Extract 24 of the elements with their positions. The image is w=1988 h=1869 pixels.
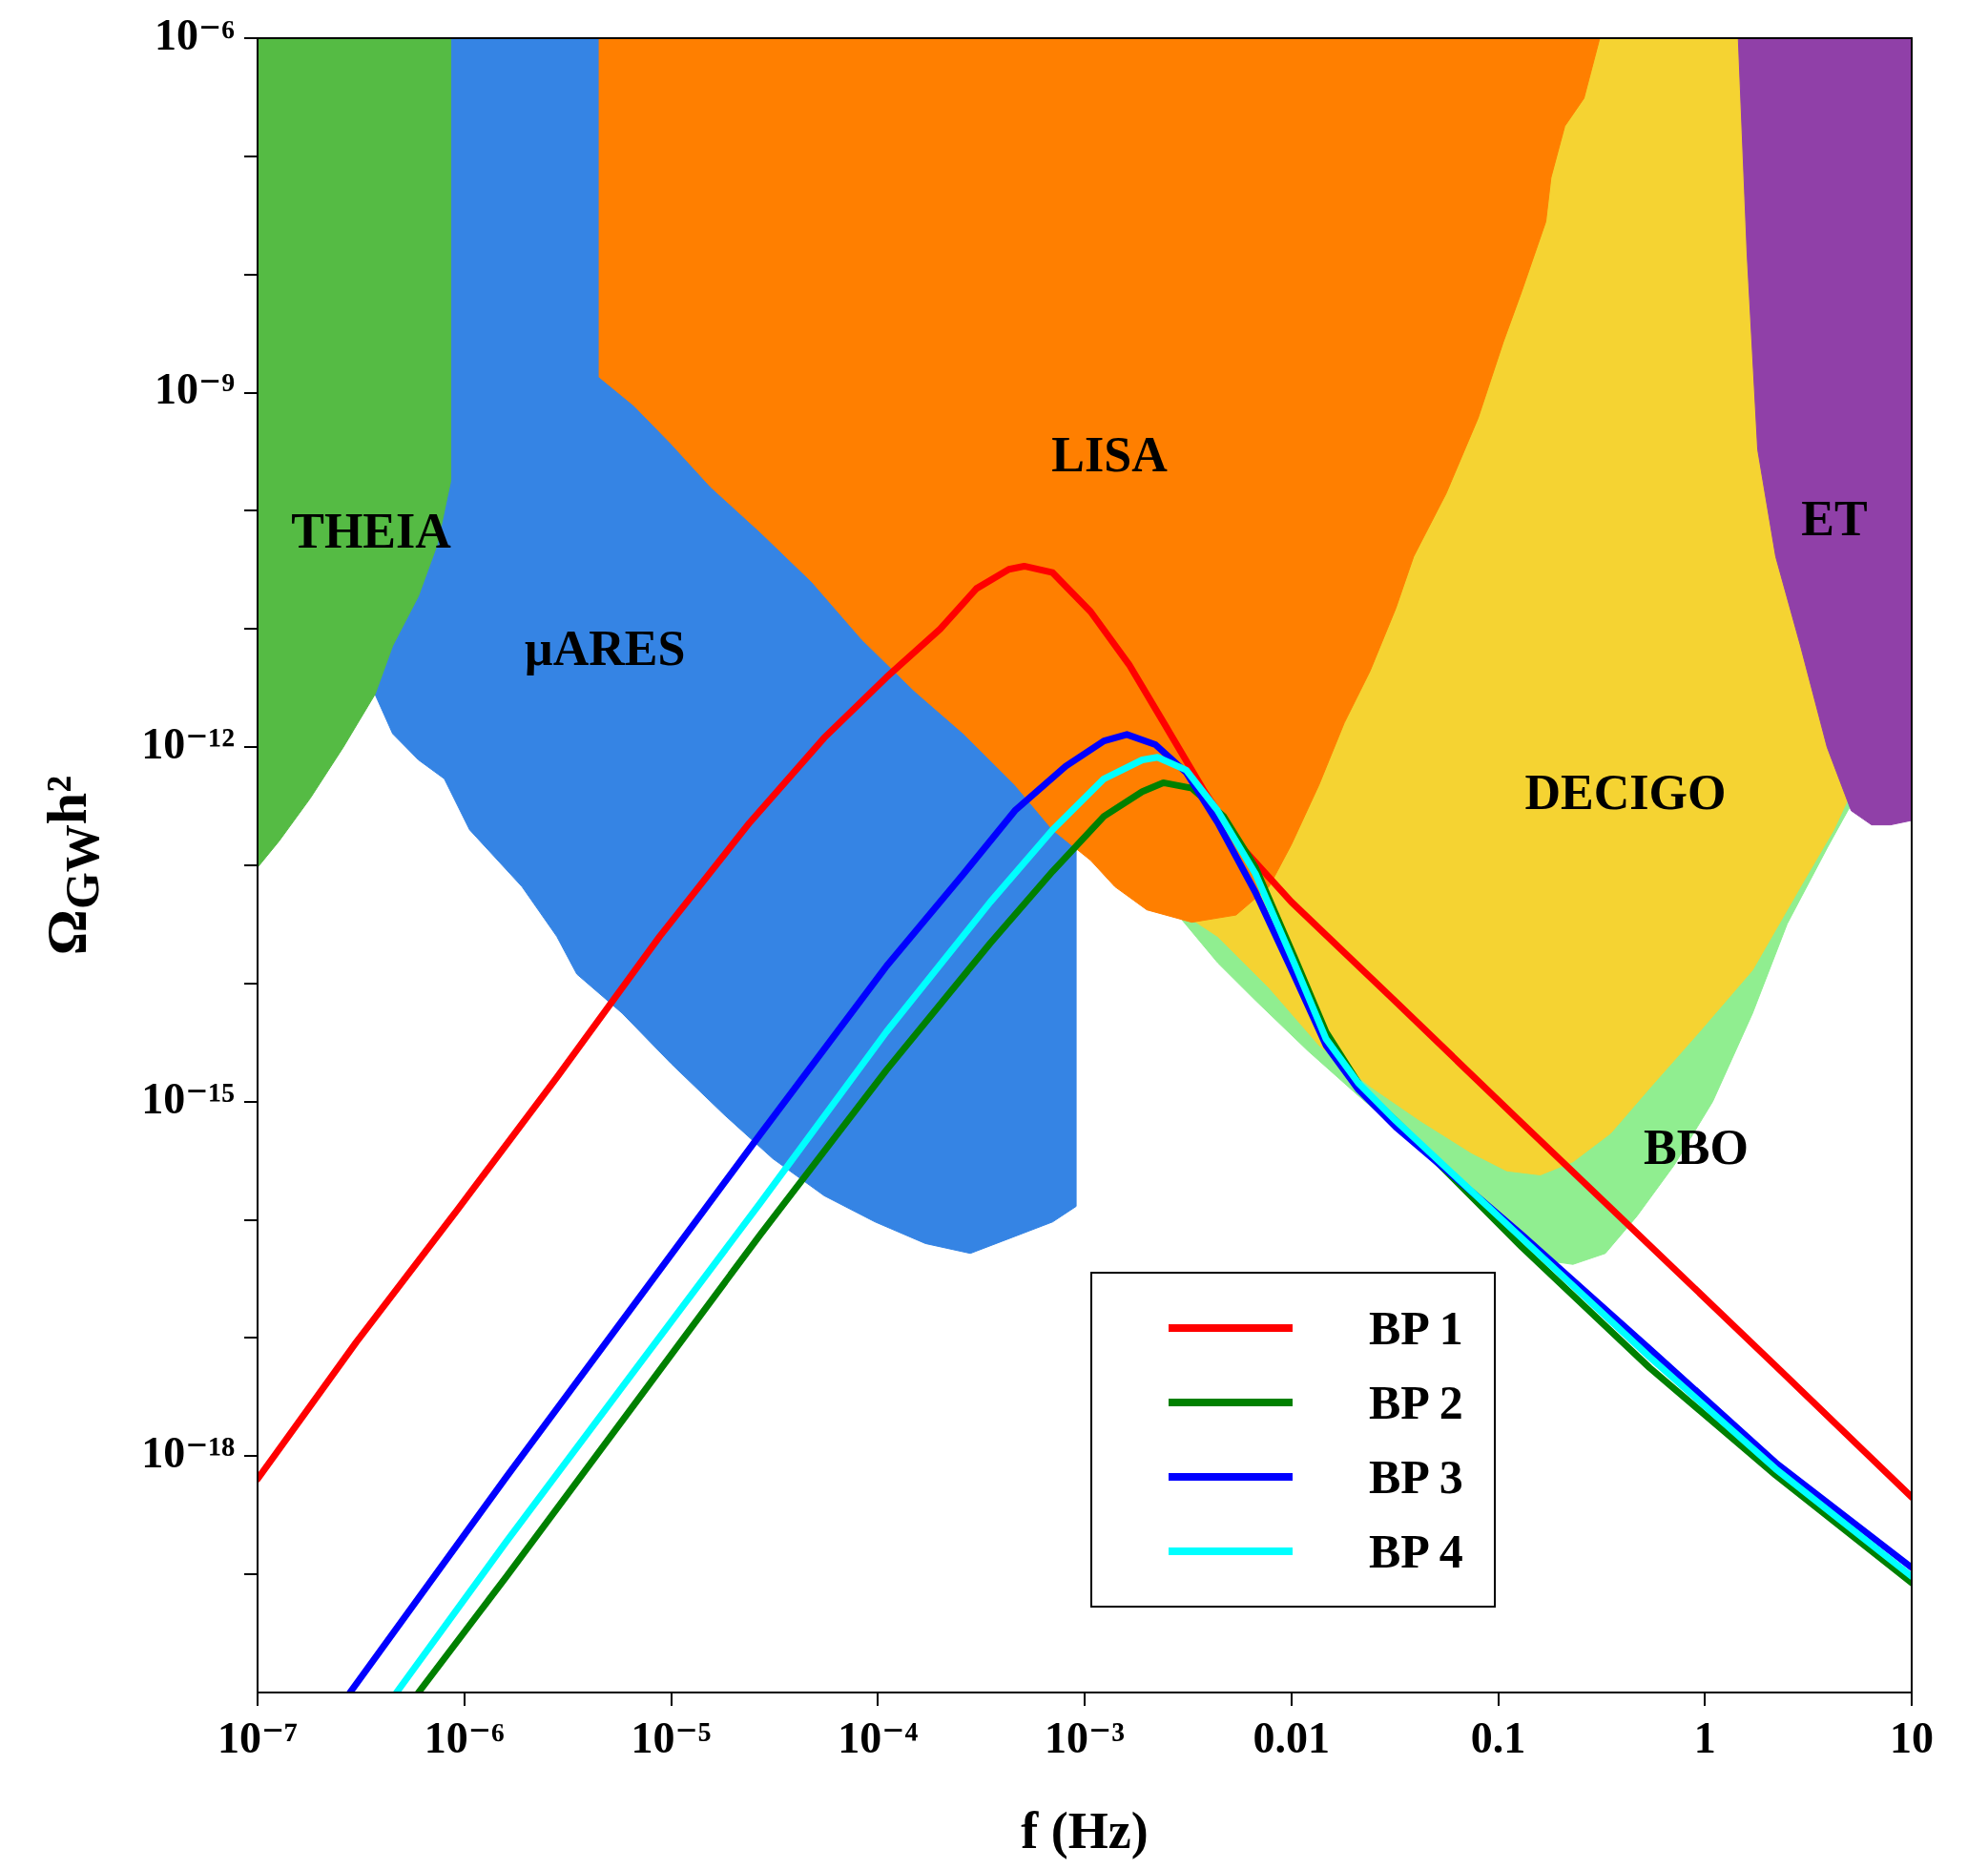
x-tick-label: 1 bbox=[1693, 1713, 1716, 1763]
legend-label: BP 2 bbox=[1369, 1375, 1463, 1430]
x-tick-label: 10 bbox=[1890, 1713, 1934, 1763]
series-label: µARES bbox=[524, 621, 686, 676]
y-tick-label: 10⁻⁹ bbox=[154, 364, 235, 414]
x-tick-label: 0.1 bbox=[1470, 1713, 1526, 1763]
series-label: BBO bbox=[1644, 1120, 1749, 1175]
y-tick-label: 10⁻⁶ bbox=[154, 10, 235, 59]
legend-label: BP 4 bbox=[1369, 1524, 1463, 1579]
legend-label: BP 1 bbox=[1369, 1300, 1463, 1356]
x-tick-label: 10⁻⁴ bbox=[838, 1713, 919, 1763]
series-label: ET bbox=[1801, 491, 1868, 547]
legend-label: BP 3 bbox=[1369, 1449, 1463, 1505]
y-tick-label: 10⁻¹² bbox=[141, 719, 235, 769]
x-tick-label: 10⁻⁷ bbox=[217, 1713, 299, 1763]
x-tick-label: 10⁻³ bbox=[1044, 1713, 1126, 1763]
series-label: DECIGO bbox=[1524, 765, 1727, 820]
series-label: LISA bbox=[1051, 427, 1169, 483]
x-tick-label: 0.01 bbox=[1253, 1713, 1330, 1763]
y-tick-label: 10⁻¹⁵ bbox=[141, 1073, 235, 1123]
y-tick-label: 10⁻¹⁸ bbox=[141, 1428, 236, 1478]
x-axis-title: f (Hz) bbox=[1021, 1801, 1149, 1859]
x-tick-label: 10⁻⁶ bbox=[424, 1713, 505, 1763]
x-tick-label: 10⁻⁵ bbox=[631, 1713, 712, 1763]
